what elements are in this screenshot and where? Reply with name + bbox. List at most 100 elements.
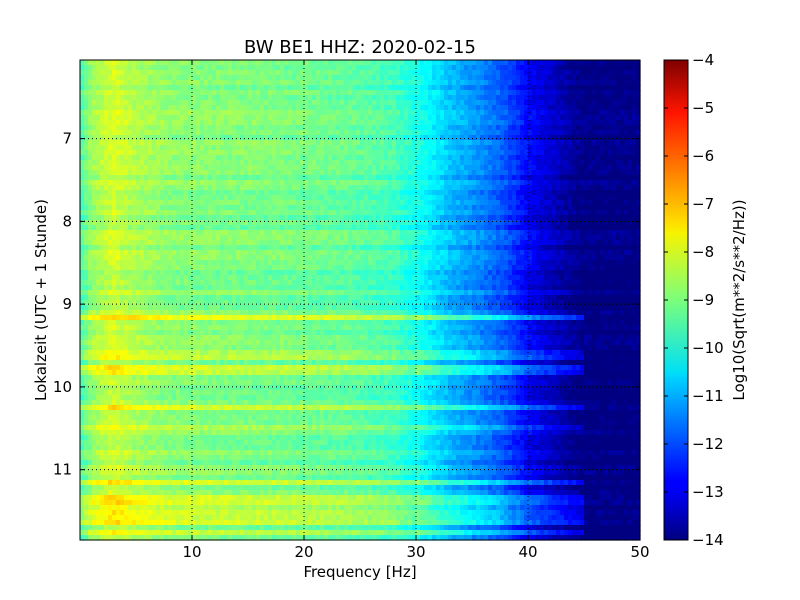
heatmap-cell [516,130,521,136]
heatmap-cell [540,165,545,171]
heatmap-cell [200,125,205,131]
heatmap-cell [156,195,161,201]
heatmap-cell [484,185,489,191]
heatmap-cell [524,140,529,146]
heatmap-cell [288,105,293,111]
heatmap-cell [592,230,597,236]
heatmap-cell [424,105,429,111]
heatmap-cell [128,225,133,231]
heatmap-cell [108,170,113,176]
heatmap-cell [216,125,221,131]
heatmap-cell [100,190,105,196]
heatmap-cell [128,195,133,201]
heatmap-cell [232,170,237,176]
heatmap-cell [436,215,441,221]
heatmap-cell [476,85,481,91]
heatmap-cell [488,120,493,126]
heatmap-cell [88,170,93,176]
heatmap-cell [184,95,189,101]
heatmap-cell [516,210,521,216]
heatmap-cell [456,135,461,141]
heatmap-cell [392,140,397,146]
heatmap-cell [500,75,505,81]
heatmap-cell [280,180,285,186]
heatmap-cell [328,175,333,181]
heatmap-cell [224,135,229,141]
heatmap-cell [368,85,373,91]
heatmap-cell [408,115,413,121]
heatmap-cell [352,140,357,146]
heatmap-cell [372,215,377,221]
heatmap-cell [484,85,489,91]
heatmap-cell [288,235,293,241]
heatmap-cell [332,200,337,206]
heatmap-cell [184,130,189,136]
heatmap-cell [132,210,137,216]
heatmap-cell [624,150,629,156]
heatmap-cell [596,150,601,156]
heatmap-cell [288,100,293,106]
heatmap-cell [628,230,633,236]
heatmap-cell [364,110,369,116]
heatmap-cell [80,190,85,196]
heatmap-cell [524,175,529,181]
heatmap-cell [584,160,589,166]
heatmap-cell [204,235,209,241]
heatmap-cell [240,235,245,241]
heatmap-cell [420,220,425,226]
heatmap-cell [456,165,461,171]
heatmap-cell [632,85,637,91]
heatmap-cell [108,95,113,101]
heatmap-cell [480,135,485,141]
heatmap-cell [128,120,133,126]
heatmap-cell [536,165,541,171]
heatmap-cell [588,120,593,126]
heatmap-cell [560,90,565,96]
heatmap-cell [416,175,421,181]
heatmap-cell [140,65,145,71]
heatmap-cell [200,235,205,241]
heatmap-cell [160,225,165,231]
heatmap-cell [624,170,629,176]
heatmap-cell [252,135,257,141]
heatmap-cell [232,115,237,121]
heatmap-cell [268,70,273,76]
heatmap-cell [216,205,221,211]
heatmap-cell [280,220,285,226]
heatmap-cell [100,230,105,236]
heatmap-cell [524,120,529,126]
heatmap-cell [296,220,301,226]
heatmap-cell [340,110,345,116]
heatmap-cell [600,120,605,126]
heatmap-cell [120,185,125,191]
heatmap-cell [572,180,577,186]
heatmap-cell [92,100,97,106]
heatmap-cell [196,200,201,206]
heatmap-cell [488,85,493,91]
heatmap-cell [172,145,177,151]
heatmap-cell [580,105,585,111]
heatmap-cell [304,220,309,226]
heatmap-cell [176,170,181,176]
heatmap-cell [584,195,589,201]
heatmap-cell [96,115,101,121]
heatmap-cell [288,70,293,76]
heatmap-cell [168,165,173,171]
heatmap-cell [308,210,313,216]
heatmap-cell [220,65,225,71]
heatmap-cell [516,150,521,156]
heatmap-cell [204,230,209,236]
heatmap-cell [444,155,449,161]
heatmap-cell [260,170,265,176]
heatmap-cell [176,220,181,226]
heatmap-cell [552,190,557,196]
heatmap-cell [276,70,281,76]
heatmap-cell [464,190,469,196]
heatmap-cell [168,180,173,186]
heatmap-cell [436,125,441,131]
heatmap-cell [524,170,529,176]
heatmap-cell [120,100,125,106]
heatmap-cell [88,160,93,166]
heatmap-cell [376,70,381,76]
heatmap-cell [192,120,197,126]
